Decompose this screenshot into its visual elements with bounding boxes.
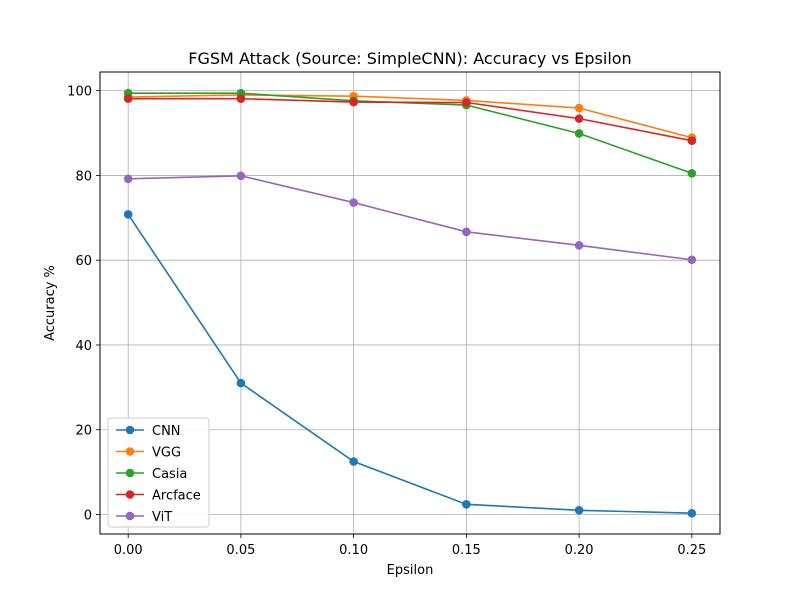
- legend-marker: [125, 468, 135, 478]
- data-point-arcface: [574, 114, 584, 123]
- chart-title: FGSM Attack (Source: SimpleCNN): Accurac…: [188, 49, 631, 68]
- data-point-vit: [349, 198, 358, 207]
- x-tick-label: 0.00: [114, 543, 143, 558]
- x-tick-label: 0.20: [565, 543, 594, 558]
- data-point-cnn: [687, 508, 697, 518]
- series-layer: [123, 88, 697, 518]
- data-point-cnn: [123, 210, 133, 219]
- data-point-casia: [574, 129, 584, 138]
- series-line-arcface: [128, 97, 692, 142]
- x-tick-label: 0.10: [339, 543, 368, 558]
- legend-box: [107, 417, 210, 528]
- x-tick-label: 0.15: [452, 543, 481, 558]
- y-tick-label: 40: [75, 339, 92, 354]
- y-tick-label: 100: [67, 85, 92, 100]
- data-point-cnn: [574, 505, 584, 515]
- series-line-vgg: [128, 94, 693, 139]
- data-point-cnn: [462, 500, 471, 509]
- data-point-arcface: [236, 94, 246, 104]
- legend: CNN VGG Casia Arcface ViT: [107, 417, 210, 528]
- x-tick-label: 0.05: [226, 543, 255, 558]
- data-point-vit: [123, 174, 133, 184]
- legend-label: Casia: [152, 467, 187, 482]
- data-point-vit: [687, 255, 697, 265]
- y-tick-label: 80: [75, 169, 92, 184]
- legend-label: CNN: [152, 424, 181, 439]
- series-line-vit: [128, 175, 692, 261]
- data-point-cnn: [349, 457, 358, 466]
- data-point-arcface: [462, 98, 471, 107]
- data-point-arcface: [123, 94, 133, 104]
- data-point-vgg: [574, 103, 584, 113]
- series-line-cnn: [127, 213, 692, 515]
- y-tick-label: 0: [84, 509, 92, 524]
- legend-label: ViT: [152, 510, 172, 525]
- ticks: 0.00 0.05 0.10 0.15 0.20 0.25 0 20 40 60 80 100: [67, 85, 706, 558]
- y-tick-label: 60: [75, 254, 92, 269]
- data-point-vit: [462, 227, 471, 237]
- legend-marker: [125, 511, 135, 521]
- legend-label: VGG: [152, 446, 181, 461]
- y-tick-label: 20: [75, 424, 92, 439]
- legend-marker: [125, 425, 135, 435]
- legend-marker: [125, 490, 135, 499]
- data-point-arcface: [687, 136, 697, 145]
- data-point-cnn: [236, 378, 246, 388]
- plot-frame: [99, 71, 721, 535]
- x-tick-label: 0.25: [677, 543, 706, 558]
- data-point-vit: [574, 241, 584, 250]
- legend-label: Arcface: [152, 489, 201, 504]
- legend-marker: [125, 447, 135, 456]
- data-point-casia: [687, 169, 697, 178]
- y-axis-title: Accuracy %: [43, 265, 58, 341]
- data-point-vit: [236, 171, 246, 181]
- x-axis-title: Epsilon: [387, 563, 434, 578]
- data-point-arcface: [349, 97, 358, 107]
